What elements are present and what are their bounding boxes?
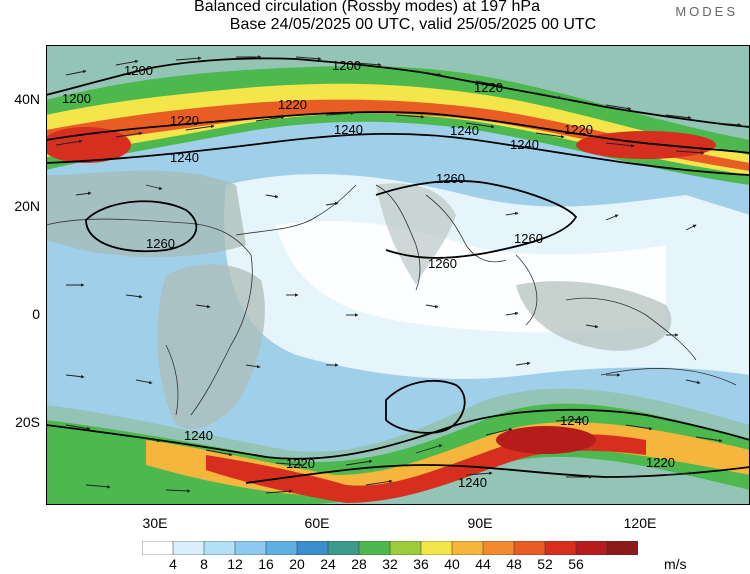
contour-label: 1240 bbox=[184, 428, 213, 443]
colorbar-swatch bbox=[575, 541, 608, 555]
colorbar-tick-label: 8 bbox=[200, 556, 208, 572]
contour-label: 1240 bbox=[170, 150, 199, 165]
colorbar-tick-label: 44 bbox=[475, 556, 491, 572]
title-line-2: Base 24/05/2025 00 UTC, valid 25/05/2025… bbox=[229, 16, 597, 33]
colorbar-tick-label: 40 bbox=[444, 556, 460, 572]
colorbar-tick-label: 52 bbox=[537, 556, 553, 572]
southern-jet-max bbox=[496, 426, 596, 454]
colorbar bbox=[142, 541, 638, 555]
colorbar-swatch bbox=[544, 541, 577, 555]
colorbar-tick-label: 36 bbox=[413, 556, 429, 572]
colorbar-swatch bbox=[451, 541, 484, 555]
maritime-continent-shade bbox=[516, 281, 672, 351]
lat-label-40n: 40N bbox=[14, 91, 40, 107]
colorbar-swatch bbox=[420, 541, 453, 555]
contour-label: 1200 bbox=[332, 58, 361, 73]
coastlines bbox=[46, 184, 737, 416]
india-shade bbox=[376, 183, 456, 285]
colorbar-swatch bbox=[296, 541, 329, 555]
colorbar-swatch bbox=[265, 541, 298, 555]
colorbar-swatch bbox=[513, 541, 546, 555]
lon-label-90e: 90E bbox=[467, 515, 493, 531]
contour-label: 1200 bbox=[124, 63, 153, 78]
lat-label-20n: 20N bbox=[14, 198, 40, 214]
contour-label: 1220 bbox=[646, 455, 675, 470]
lon-label-120e: 120E bbox=[623, 515, 657, 531]
colorbar-tick-label: 28 bbox=[351, 556, 367, 572]
contour-label: 1260 bbox=[146, 236, 175, 251]
colorbar-tick-label: 56 bbox=[568, 556, 584, 572]
northern-jet-outer bbox=[46, 45, 750, 145]
contour-label: 1260 bbox=[436, 171, 465, 186]
africa-north-shade bbox=[46, 170, 246, 257]
africa-south-shade bbox=[157, 264, 265, 429]
colorbar-tick-label: 20 bbox=[289, 556, 305, 572]
colorbar-swatch bbox=[389, 541, 422, 555]
brand-logo: MODES bbox=[675, 4, 738, 19]
colorbar-tick-label: 48 bbox=[506, 556, 522, 572]
title-line-1: Balanced circulation (Rossby modes) at 1… bbox=[194, 0, 540, 15]
lat-label-20s: 20S bbox=[15, 414, 40, 430]
colorbar-swatch bbox=[358, 541, 391, 555]
colorbar-swatch bbox=[172, 541, 205, 555]
contour-label: 1220 bbox=[286, 456, 315, 471]
colorbar-tick-label: 24 bbox=[320, 556, 336, 572]
contour-label: 1240 bbox=[334, 122, 363, 137]
colorbar-tick-label: 32 bbox=[382, 556, 398, 572]
contour-label: 1240 bbox=[510, 137, 539, 152]
colorbar-tick-label: 12 bbox=[227, 556, 243, 572]
colorbar-unit: m/s bbox=[664, 556, 687, 572]
contour-label: 1240 bbox=[450, 123, 479, 138]
wind-vectors bbox=[55, 55, 742, 494]
contour-label: 1240 bbox=[560, 413, 589, 428]
contour-label: 1220 bbox=[170, 113, 199, 128]
lon-label-30e: 30E bbox=[142, 515, 168, 531]
colorbar-tick-label: 4 bbox=[169, 556, 177, 572]
contour-label: 1220 bbox=[474, 80, 503, 95]
wind-map: 1200 1200 1200 1220 1220 1220 1220 1240 … bbox=[46, 45, 750, 505]
colorbar-swatch bbox=[203, 541, 236, 555]
northern-jet-core bbox=[46, 99, 750, 171]
contour-label: 1260 bbox=[514, 231, 543, 246]
contour-label: 1200 bbox=[62, 91, 91, 106]
colorbar-swatch bbox=[482, 541, 515, 555]
geopotential-contours bbox=[46, 57, 750, 484]
colorbar-swatch bbox=[142, 541, 174, 555]
colorbar-swatch bbox=[327, 541, 360, 555]
northern-jet-max-east bbox=[576, 131, 716, 159]
contour-label: 1240 bbox=[458, 475, 487, 490]
lon-label-60e: 60E bbox=[304, 515, 330, 531]
contour-label: 1220 bbox=[564, 122, 593, 137]
colorbar-tick-label: 16 bbox=[258, 556, 274, 572]
contour-labels: 1200 1200 1200 1220 1220 1220 1220 1240 … bbox=[62, 58, 675, 490]
colorbar-swatch bbox=[234, 541, 267, 555]
lat-label-eq: 0 bbox=[32, 306, 40, 322]
colorbar-swatch bbox=[606, 541, 638, 555]
contour-label: 1220 bbox=[278, 97, 307, 112]
contour-label: 1260 bbox=[428, 256, 457, 271]
